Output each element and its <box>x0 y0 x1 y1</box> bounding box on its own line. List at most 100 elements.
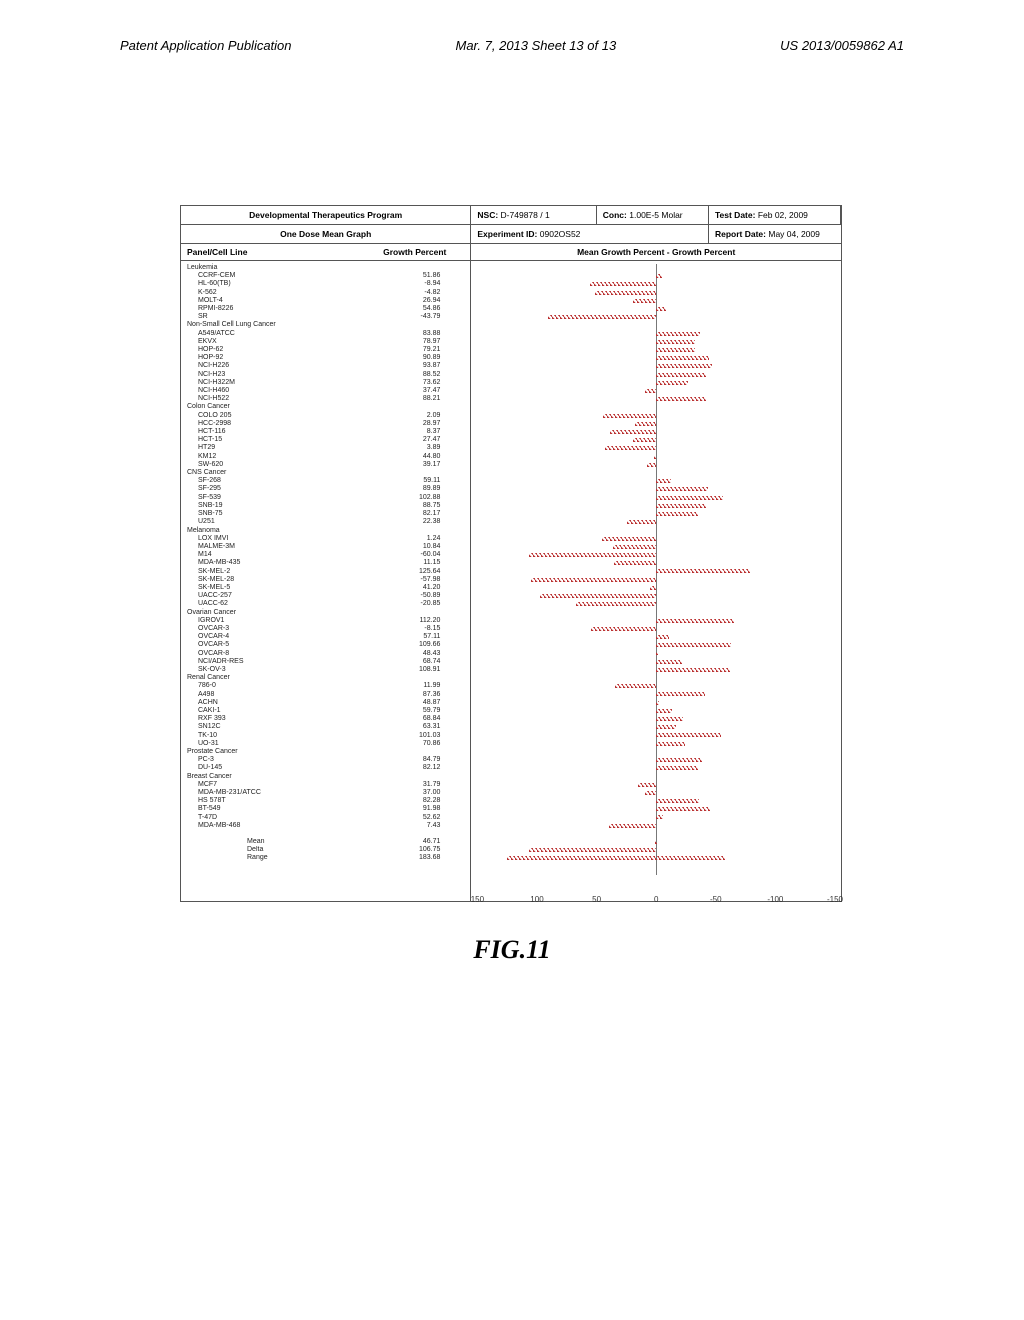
cell-line-name: DU-145 <box>187 764 380 772</box>
growth-percent: 82.28 <box>380 797 464 805</box>
delta-bar <box>656 356 709 360</box>
growth-percent: -43.79 <box>380 313 464 321</box>
growth-percent: 82.12 <box>380 764 464 772</box>
cell-line-name: OVCAR-5 <box>187 641 380 649</box>
cell-line-name: NCI-H460 <box>187 387 380 395</box>
delta-bar <box>531 578 656 582</box>
delta-bar <box>627 520 656 524</box>
report-panel: Developmental Therapeutics Program NSC: … <box>180 205 842 902</box>
growth-percent: 2.09 <box>380 412 464 420</box>
cell-line-name: OVCAR-8 <box>187 650 380 658</box>
delta-bar <box>656 815 663 819</box>
experiment-cell: Experiment ID: 0902OS52 <box>471 224 709 243</box>
growth-percent: 10.84 <box>380 543 464 551</box>
header-right: US 2013/0059862 A1 <box>780 38 904 53</box>
cell-line-row: OVCAR-848.43 <box>187 650 464 658</box>
growth-percent: 83.88 <box>380 330 464 338</box>
cell-line-row: HS 578T82.28 <box>187 797 464 805</box>
cell-line-name: MDA-MB-231/ATCC <box>187 789 380 797</box>
growth-percent: 3.89 <box>380 444 464 452</box>
cell-line-row: NCI-H2388.52 <box>187 371 464 379</box>
nsc-cell: NSC: D-749878 / 1 <box>471 206 596 224</box>
growth-percent: 39.17 <box>380 461 464 469</box>
delta-bar <box>656 758 701 762</box>
growth-percent: 109.66 <box>380 641 464 649</box>
growth-percent: -8.15 <box>380 625 464 633</box>
growth-percent: 11.99 <box>380 682 464 690</box>
cell-line-name: HCT-116 <box>187 428 380 436</box>
cell-line-row: RXF 39368.84 <box>187 715 464 723</box>
cell-line-name: SR <box>187 313 380 321</box>
test-date-label: Test Date: <box>715 210 755 220</box>
delta-bar <box>595 291 656 295</box>
growth-percent: -20.85 <box>380 600 464 608</box>
cell-line-row: LOX IMVI1.24 <box>187 535 464 543</box>
cell-line-row: BT-54991.98 <box>187 805 464 813</box>
growth-percent: 73.62 <box>380 379 464 387</box>
delta-bar <box>638 783 656 787</box>
delta-bar <box>656 709 672 713</box>
cell-line-name: EKVX <box>187 338 380 346</box>
header-left: Patent Application Publication <box>120 38 292 53</box>
cell-line-name: SK-MEL-5 <box>187 584 380 592</box>
growth-percent: 84.79 <box>380 756 464 764</box>
cell-line-row: CCRF-CEM51.86 <box>187 272 464 280</box>
growth-percent: -50.89 <box>380 592 464 600</box>
cell-line-name: M14 <box>187 551 380 559</box>
delta-bar <box>656 807 710 811</box>
cell-line-name: HCT-15 <box>187 436 380 444</box>
cell-line-row: K-562-4.82 <box>187 289 464 297</box>
cell-line-name: MDA-MB-435 <box>187 559 380 567</box>
cell-line-name: A549/ATCC <box>187 330 380 338</box>
cell-line-name: SNB-19 <box>187 502 380 510</box>
cell-line-name: MCF7 <box>187 781 380 789</box>
growth-percent: 54.86 <box>380 305 464 313</box>
cell-line-name: HL-60(TB) <box>187 280 380 288</box>
cell-line-row: CAKI-159.79 <box>187 707 464 715</box>
group-title: CNS Cancer <box>187 469 464 477</box>
report-date-cell: Report Date: May 04, 2009 <box>709 224 841 243</box>
growth-percent: 70.86 <box>380 740 464 748</box>
summary-row: Mean46.71 <box>187 838 464 846</box>
growth-percent: 37.00 <box>380 789 464 797</box>
delta-bar <box>656 307 666 311</box>
cell-line-row: HT293.89 <box>187 444 464 452</box>
growth-percent: 87.36 <box>380 691 464 699</box>
summary-bar <box>507 856 725 860</box>
nsc-value: D-749878 / 1 <box>501 210 550 220</box>
cell-line-row: MOLT-426.94 <box>187 297 464 305</box>
cell-line-name: KM12 <box>187 453 380 461</box>
delta-bar <box>591 627 656 631</box>
growth-percent: 112.20 <box>380 617 464 625</box>
delta-bar <box>656 364 712 368</box>
cell-line-row: HL-60(TB)-8.94 <box>187 280 464 288</box>
cell-line-row: HCT-1168.37 <box>187 428 464 436</box>
group-title: Colon Cancer <box>187 403 464 411</box>
delta-bar <box>656 643 731 647</box>
right-column: Mean Growth Percent - Growth Percent 150… <box>471 244 841 901</box>
cell-line-row: NCI/ADR-RES68.74 <box>187 658 464 666</box>
axis-tick-label: -50 <box>710 895 722 904</box>
growth-percent: 52.62 <box>380 814 464 822</box>
delta-bar <box>656 717 682 721</box>
conc-label: Conc: <box>603 210 627 220</box>
cell-line-name: A498 <box>187 691 380 699</box>
growth-percent: 78.97 <box>380 338 464 346</box>
cell-line-row: SK-OV-3108.91 <box>187 666 464 674</box>
report-date-label: Report Date: <box>715 229 766 239</box>
summary-row: Range183.68 <box>187 854 464 862</box>
cell-line-row: 786-011.99 <box>187 682 464 690</box>
cell-line-row: SK-MEL-541.20 <box>187 584 464 592</box>
group-title: Renal Cancer <box>187 674 464 682</box>
cell-line-name: NCI-H226 <box>187 362 380 370</box>
conc-value: 1.00E-5 Molar <box>629 210 682 220</box>
summary-bar <box>655 840 657 844</box>
growth-percent: 28.97 <box>380 420 464 428</box>
figure-caption: FIG.11 <box>0 935 1024 965</box>
cell-line-row: EKVX78.97 <box>187 338 464 346</box>
delta-bar <box>633 438 656 442</box>
delta-bar <box>656 619 734 623</box>
group-title: Melanoma <box>187 527 464 535</box>
cell-line-name: HT29 <box>187 444 380 452</box>
cell-line-name: K-562 <box>187 289 380 297</box>
